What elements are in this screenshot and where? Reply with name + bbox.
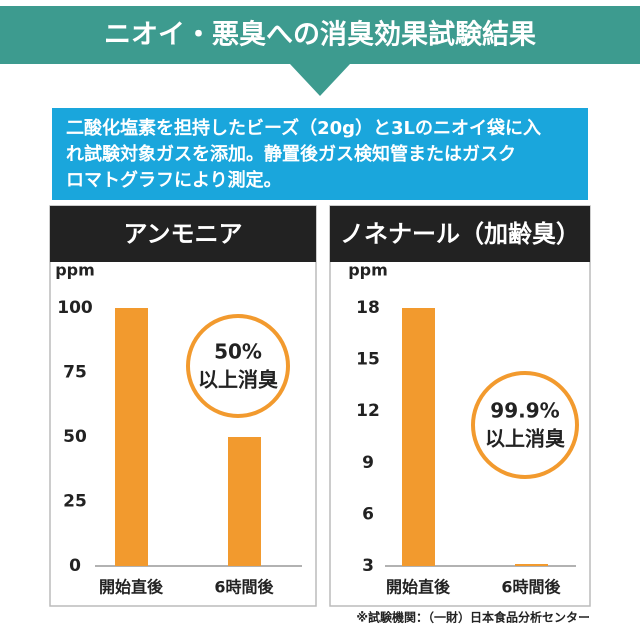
annotation: 以上消臭 (198, 368, 278, 392)
chart-title: ノネナール（加齢臭） (340, 220, 580, 248)
panel-header (330, 206, 590, 262)
x-tick-label: 開始直後 (99, 578, 164, 597)
panel-header (50, 206, 316, 262)
chart-title: アンモニア (123, 220, 242, 248)
y-tick-label: 12 (356, 401, 380, 421)
bar (115, 308, 148, 566)
description-box (52, 108, 588, 200)
header-band (0, 6, 640, 64)
bar (228, 437, 261, 566)
footnote: ※試験機関：（一財）日本食品分析センター (356, 610, 590, 625)
y-tick-label: 75 (63, 363, 87, 383)
bar (515, 564, 548, 566)
annotation: 以上消臭 (485, 427, 565, 451)
axis-label: ppm (55, 261, 95, 280)
y-tick-label: 0 (69, 556, 81, 576)
annotation-circle (186, 314, 290, 418)
header-arrow (290, 64, 350, 96)
axis-label: ppm (348, 261, 388, 280)
y-tick-label: 25 (63, 492, 87, 512)
x-tick-label: 6時間後 (214, 578, 274, 597)
y-tick-label: 50 (63, 427, 87, 447)
y-tick-label: 6 (362, 504, 374, 524)
x-tick-label: 開始直後 (386, 578, 451, 597)
description-line: 二酸化塩素を担持したビーズ（20g）と3Lのニオイ袋に入 (66, 117, 541, 139)
bar (402, 308, 435, 566)
annotation: 50% (214, 340, 262, 364)
y-tick-label: 100 (57, 298, 93, 318)
header-title: ニオイ・悪臭への消臭効果試験結果 (104, 19, 536, 51)
description-line: ロマトグラフにより測定。 (66, 169, 282, 191)
y-tick-label: 18 (356, 298, 380, 318)
annotation: 99.9% (490, 399, 559, 423)
x-tick-label: 6時間後 (501, 578, 561, 597)
panel (49, 205, 317, 607)
annotation-circle (471, 371, 579, 479)
description-line: れ試験対象ガスを添加。静置後ガス検知管またはガスク (66, 143, 516, 165)
y-tick-label: 9 (362, 453, 374, 473)
y-tick-label: 15 (356, 350, 380, 370)
y-tick-label: 3 (362, 556, 374, 576)
